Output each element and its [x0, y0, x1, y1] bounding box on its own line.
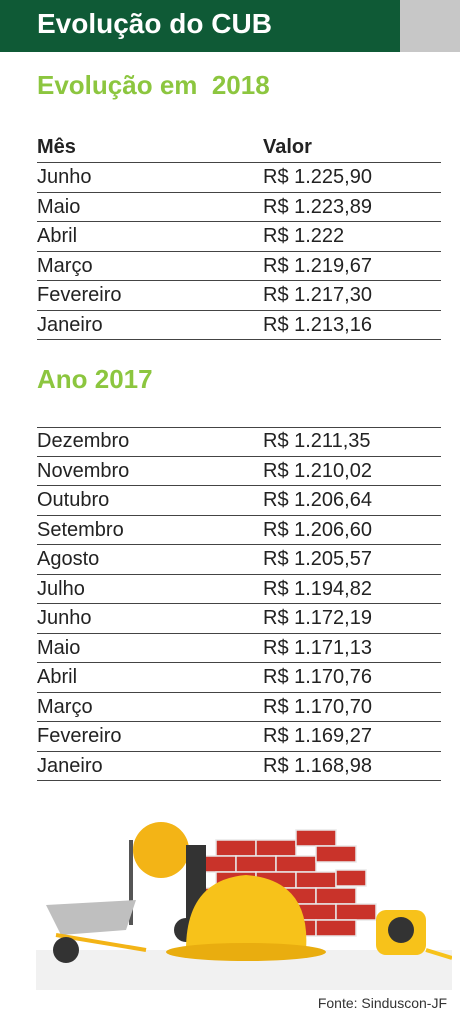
month-cell: Março — [37, 695, 93, 718]
row-rule — [37, 721, 441, 722]
month-cell: Fevereiro — [37, 725, 122, 747]
value-cell: R$ 1.194,82 — [263, 577, 372, 600]
value-cell: R$ 1.225,90 — [263, 166, 372, 188]
section-title: Evolução em 2018 — [37, 70, 270, 100]
row-rule — [37, 280, 441, 281]
header-accent — [400, 0, 460, 52]
month-cell: Março — [37, 254, 93, 277]
row-rule — [37, 662, 441, 663]
value-cell: R$ 1.172,19 — [263, 607, 372, 629]
month-cell: Novembro — [37, 459, 130, 482]
row-rule — [37, 339, 441, 340]
row-rule — [37, 455, 441, 457]
month-cell: Junho — [37, 607, 92, 629]
value-cell: R$ 1.171,13 — [263, 636, 372, 659]
row-rule — [37, 632, 441, 634]
month-cell: Julho — [37, 577, 85, 600]
row-rule — [37, 427, 441, 428]
value-cell: R$ 1.205,57 — [263, 548, 372, 570]
value-cell: R$ 1.219,67 — [263, 254, 372, 277]
value-cell: R$ 1.223,89 — [263, 195, 372, 218]
month-cell: Setembro — [37, 518, 124, 541]
month-cell: Agosto — [37, 548, 100, 570]
row-rule — [37, 250, 441, 252]
section-title: Ano 2017 — [37, 364, 153, 394]
month-cell: Maio — [37, 195, 81, 218]
value-cell: R$ 1.168,98 — [263, 754, 372, 777]
value-cell: R$ 1.206,64 — [263, 489, 372, 511]
month-cell: Janeiro — [37, 313, 103, 336]
row-rule — [37, 221, 441, 222]
value-cell: R$ 1.170,70 — [263, 695, 372, 718]
value-cell: R$ 1.170,76 — [263, 666, 372, 688]
month-cell: Dezembro — [37, 430, 130, 452]
row-rule — [37, 544, 441, 545]
row-rule — [37, 750, 441, 752]
source-note: Fonte: Sinduscon-JF — [317, 995, 447, 1011]
row-rule — [37, 162, 441, 163]
row-rule — [37, 191, 441, 193]
row-rule — [37, 691, 441, 693]
month-cell: Junho — [37, 166, 92, 188]
month-cell: Abril — [37, 225, 78, 247]
column-header: Mês — [37, 136, 76, 158]
row-rule — [37, 603, 441, 604]
row-rule — [37, 309, 441, 311]
page-title: Evolução do CUB — [37, 8, 272, 39]
month-cell: Fevereiro — [37, 284, 122, 306]
value-cell: R$ 1.222 — [263, 225, 345, 247]
row-rule — [37, 573, 441, 575]
row-rule — [37, 780, 441, 781]
value-cell: R$ 1.206,60 — [263, 518, 372, 541]
row-rule — [37, 485, 441, 486]
value-cell: R$ 1.217,30 — [263, 284, 372, 306]
column-header: Valor — [263, 136, 312, 158]
value-cell: R$ 1.210,02 — [263, 459, 372, 482]
month-cell: Outubro — [37, 489, 110, 511]
month-cell: Janeiro — [37, 754, 103, 777]
value-cell: R$ 1.169,27 — [263, 725, 372, 747]
illustration — [36, 822, 452, 990]
row-rule — [37, 514, 441, 516]
value-cell: R$ 1.213,16 — [263, 313, 372, 336]
month-cell: Maio — [37, 636, 81, 659]
value-cell: R$ 1.211,35 — [263, 430, 371, 452]
header-bar — [0, 0, 460, 52]
month-cell: Abril — [37, 666, 78, 688]
